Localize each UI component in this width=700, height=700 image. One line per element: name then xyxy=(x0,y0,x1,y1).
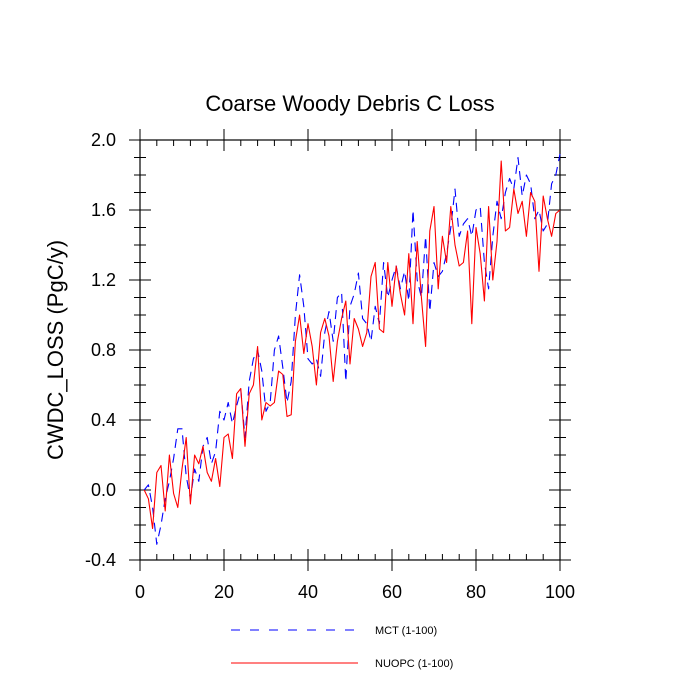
legend: MCT (1-100) NUOPC (1-100) xyxy=(231,625,453,670)
y-tick-label: 0.8 xyxy=(91,340,116,360)
series-line-mct xyxy=(143,153,561,545)
y-tick-label: 0.0 xyxy=(91,480,116,500)
y-tick-labels: -0.4 0.0 0.4 0.8 1.2 1.6 2.0 xyxy=(85,130,116,570)
x-tick-label: 0 xyxy=(135,582,145,602)
y-tick-label: -0.4 xyxy=(85,550,116,570)
y-axis-label: CWDC_LOSS (PgC/y) xyxy=(43,240,68,460)
y-tick-label: 0.4 xyxy=(91,410,116,430)
y-tick-label: 2.0 xyxy=(91,130,116,150)
x-tick-label: 60 xyxy=(382,582,402,602)
axis-ticks xyxy=(129,129,571,571)
chart-title: Coarse Woody Debris C Loss xyxy=(205,91,494,116)
x-tick-label: 100 xyxy=(545,582,575,602)
series-lines xyxy=(143,153,561,545)
legend-label-mct: MCT (1-100) xyxy=(375,625,437,637)
y-tick-label: 1.6 xyxy=(91,200,116,220)
y-tick-label: 1.2 xyxy=(91,270,116,290)
x-tick-labels: 0 20 40 60 80 100 xyxy=(135,582,575,602)
series-line-nuopc xyxy=(143,160,561,530)
x-tick-label: 80 xyxy=(466,582,486,602)
x-tick-label: 40 xyxy=(298,582,318,602)
legend-label-nuopc: NUOPC (1-100) xyxy=(375,658,453,670)
x-tick-label: 20 xyxy=(214,582,234,602)
